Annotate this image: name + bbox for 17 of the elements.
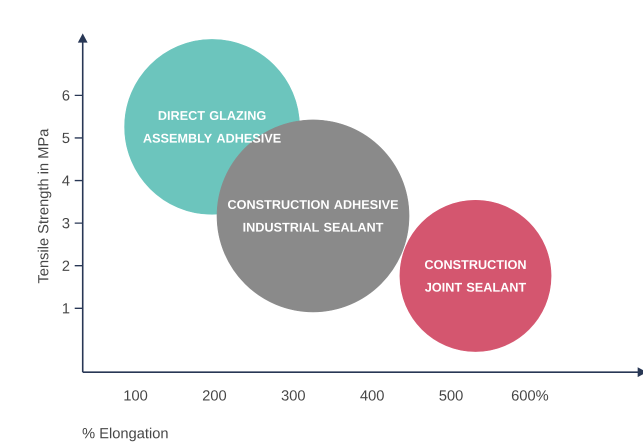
annotation: DIRECT GLAZING ASSEMBLY ADHESIVE: [143, 110, 281, 143]
annotation: CONSTRUCTION ADHESIVE INDUSTRIAL SEALANT: [228, 200, 398, 232]
x-tick-label: 300: [282, 390, 305, 401]
y-tick-label: 3: [62, 218, 70, 228]
x-tick-label: 500: [439, 390, 463, 401]
x-axis-title: % Elongation: [82, 427, 168, 442]
x-tick-label: 100: [124, 390, 148, 401]
y-tick-label: 4: [62, 175, 70, 186]
y-tick-label: 1: [62, 303, 70, 314]
y-axis-title: Tensile Strength in MPa: [38, 128, 52, 284]
x-tick-label: 200: [202, 390, 226, 401]
y-tick-label: 6: [62, 90, 70, 100]
y-tick-label: 5: [62, 132, 70, 143]
annotation: CONSTRUCTION JOINT SEALANT: [424, 260, 526, 292]
x-tick-label: 600%: [512, 390, 548, 401]
y-tick-label: 2: [62, 260, 70, 271]
x-tick-label: 400: [360, 390, 384, 401]
